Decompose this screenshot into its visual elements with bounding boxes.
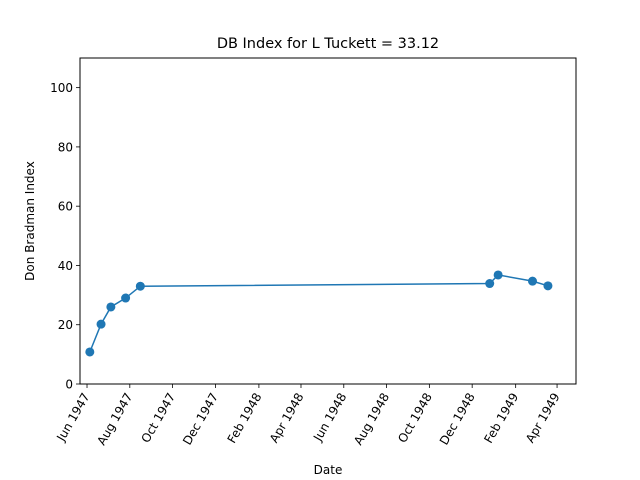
y-axis-label: Don Bradman Index xyxy=(23,161,37,281)
y-tick-label: 0 xyxy=(65,378,73,392)
data-point xyxy=(85,347,95,357)
x-axis-ticks: Jun 1947 Aug 1947 Oct 1947 Dec 1947 Feb 1948… xyxy=(53,384,563,448)
y-tick-label: 100 xyxy=(50,81,73,95)
x-tick-label: Feb 1948 xyxy=(225,391,265,446)
x-tick-label: Oct 1947 xyxy=(139,391,179,446)
y-axis-ticks: 0 20 40 60 80 100 xyxy=(50,81,80,392)
x-tick-label: Apr 1949 xyxy=(523,391,563,446)
x-tick-label: Feb 1949 xyxy=(481,391,521,446)
y-tick-label: 20 xyxy=(58,318,73,332)
series-layer xyxy=(85,270,553,357)
x-tick-label: Jun 1947 xyxy=(53,391,92,445)
x-tick-label: Jun 1948 xyxy=(310,391,349,445)
data-point xyxy=(106,302,116,312)
data-point xyxy=(543,281,553,291)
data-point xyxy=(135,281,145,291)
x-axis-label: Date xyxy=(314,463,343,477)
plot-area xyxy=(80,58,576,384)
x-tick-label: Dec 1947 xyxy=(180,391,221,448)
data-point xyxy=(528,276,538,286)
x-tick-label: Aug 1947 xyxy=(94,391,135,448)
x-tick-label: Aug 1948 xyxy=(351,391,392,448)
data-point xyxy=(493,270,503,280)
y-tick-label: 40 xyxy=(58,259,73,273)
data-point xyxy=(96,319,106,329)
chart-title: DB Index for L Tuckett = 33.12 xyxy=(217,36,439,52)
y-tick-label: 80 xyxy=(58,140,73,154)
data-point xyxy=(121,293,131,303)
x-tick-label: Dec 1948 xyxy=(437,391,478,448)
x-tick-label: Apr 1948 xyxy=(267,391,307,446)
plot-frame xyxy=(79,57,577,385)
data-point xyxy=(485,279,495,289)
x-tick-label: Oct 1948 xyxy=(395,391,435,446)
y-tick-label: 60 xyxy=(58,200,73,214)
